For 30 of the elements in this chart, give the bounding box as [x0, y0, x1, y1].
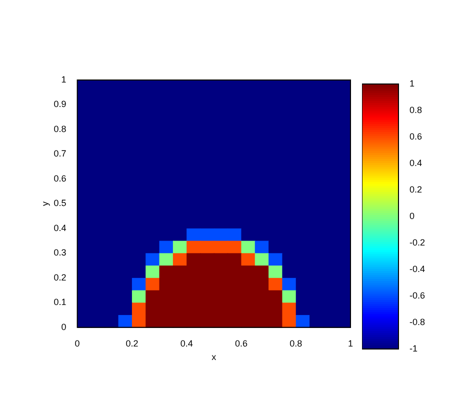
x-tick-label: 0.4: [180, 338, 193, 348]
y-tick-label: 0.2: [54, 272, 66, 282]
x-axis-title: x: [212, 352, 217, 362]
x-tick-label: 0.6: [234, 338, 248, 348]
color-bar-label: -1: [409, 343, 418, 354]
y-tick-label: 0.4: [54, 222, 66, 233]
y-axis-title: y: [40, 200, 50, 206]
y-tick-label: 0.8: [54, 124, 66, 134]
y-tick-label: 0.7: [54, 148, 66, 159]
color-bar-label: 0.8: [409, 104, 422, 115]
color-bar-label: 0: [409, 210, 415, 221]
y-tick-label: 0.9: [54, 99, 66, 110]
color-bar-label: 0.4: [409, 158, 422, 168]
y-tick-label: 0.6: [54, 173, 66, 184]
x-tick-label: 0: [74, 338, 80, 348]
y-tick-label: 0: [61, 322, 66, 332]
color-bar-label: -0.4: [409, 264, 426, 274]
y-tick-label: 0.5: [54, 198, 66, 208]
x-tick-label: 0.8: [290, 338, 302, 348]
y-tick-label: 0.3: [54, 248, 66, 258]
color-bar-label: 1: [409, 78, 415, 88]
color-bar-label: -0.6: [409, 290, 426, 300]
y-tick-label: 1: [61, 74, 66, 84]
color-bar-label: 0.2: [409, 184, 422, 194]
color-bar-label: -0.8: [409, 316, 426, 327]
x-tick-label: 1: [348, 338, 354, 348]
color-bar-label: 0.6: [409, 131, 422, 142]
x-tick-label: 0.2: [126, 338, 138, 348]
color-bar-label: -0.2: [409, 237, 426, 248]
y-tick-label: 0.1: [54, 297, 66, 308]
